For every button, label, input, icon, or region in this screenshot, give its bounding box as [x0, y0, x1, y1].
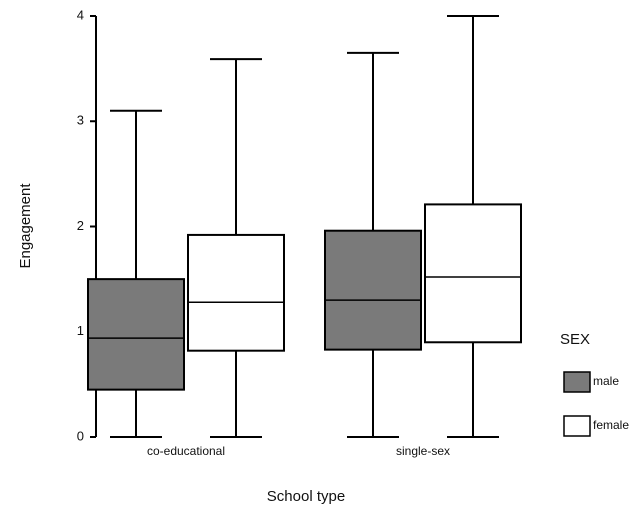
- legend-title: SEX: [560, 331, 590, 348]
- x-tick-label: co-educational: [147, 444, 225, 458]
- x-axis-label: School type: [267, 488, 345, 505]
- legend-swatch: [563, 371, 591, 393]
- x-tick-label: single-sex: [396, 444, 450, 458]
- y-tick-label: 4: [77, 7, 84, 22]
- box: [87, 278, 185, 391]
- legend-label: male: [593, 374, 619, 388]
- box: [424, 203, 522, 344]
- box: [187, 233, 285, 352]
- y-tick-label: 3: [77, 113, 84, 128]
- y-tick-label: 0: [77, 428, 84, 443]
- y-tick-label: 2: [77, 218, 84, 233]
- box: [324, 229, 422, 351]
- legend-label: female: [593, 418, 629, 432]
- y-tick-label: 1: [77, 323, 84, 338]
- y-axis-label: Engagement: [17, 183, 34, 269]
- legend-swatch: [563, 415, 591, 437]
